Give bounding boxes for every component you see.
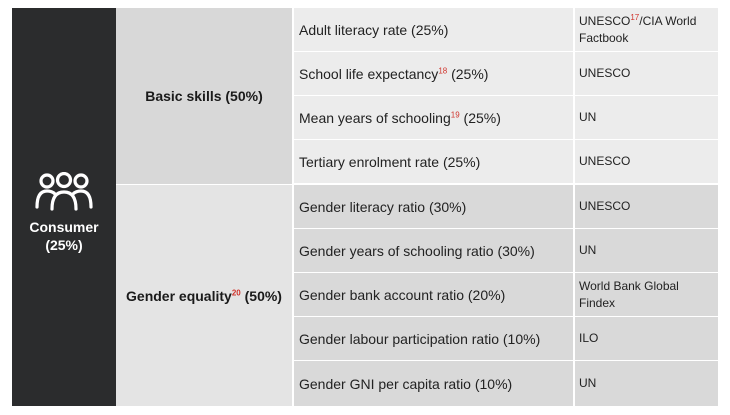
source-cell: UN xyxy=(575,96,718,139)
indicator-cell: School life expectancy18 (25%) xyxy=(294,52,573,95)
table-row: Gender labour participation ratio (10%) … xyxy=(294,317,718,360)
indicator-cell: Mean years of schooling19 (25%) xyxy=(294,96,573,139)
consumer-label: Consumer (25%) xyxy=(29,218,98,254)
indicator-table: Consumer (25%) Basic skills (50%) Gender… xyxy=(12,8,718,406)
table-row: Tertiary enrolment rate (25%) UNESCO xyxy=(294,140,718,183)
consumer-pillar-cell: Consumer (25%) xyxy=(12,8,116,406)
group-basic-skills: Basic skills (50%) xyxy=(116,8,292,184)
footnote-ref: 20 xyxy=(231,287,241,297)
source-cell: World Bank Global Findex xyxy=(575,273,718,316)
source-cell: UNESCO xyxy=(575,140,718,183)
indicator-cell: Tertiary enrolment rate (25%) xyxy=(294,140,573,183)
source-cell: UNESCO17/CIA World Factbook xyxy=(575,8,718,51)
table-row: School life expectancy18 (25%) UNESCO xyxy=(294,52,718,95)
indicator-cell: Gender labour participation ratio (10%) xyxy=(294,317,573,360)
indicator-cell: Gender bank account ratio (20%) xyxy=(294,273,573,316)
group-gender-equality: Gender equality20 (50%) xyxy=(116,185,292,406)
table-row: Gender literacy ratio (30%) UNESCO xyxy=(294,185,718,228)
table-row: Gender bank account ratio (20%) World Ba… xyxy=(294,273,718,316)
source-cell: UN xyxy=(575,361,718,406)
table-row: Gender GNI per capita ratio (10%) UN xyxy=(294,361,718,406)
source-cell: UNESCO xyxy=(575,185,718,228)
footnote-ref: 17 xyxy=(630,12,640,22)
indicator-cell: Gender GNI per capita ratio (10%) xyxy=(294,361,573,406)
people-group-icon xyxy=(35,172,93,211)
group-basic-skills-label: Basic skills (50%) xyxy=(145,88,263,104)
source-cell: ILO xyxy=(575,317,718,360)
source-cell: UNESCO xyxy=(575,52,718,95)
table-row: Mean years of schooling19 (25%) UN xyxy=(294,96,718,139)
table-row: Adult literacy rate (25%) UNESCO17/CIA W… xyxy=(294,8,718,51)
indicator-cell: Adult literacy rate (25%) xyxy=(294,8,573,51)
consumer-label-line1: Consumer xyxy=(29,219,99,235)
indicator-cell: Gender literacy ratio (30%) xyxy=(294,185,573,228)
group-gender-equality-label: Gender equality20 (50%) xyxy=(126,287,282,304)
indicator-cell: Gender years of schooling ratio (30%) xyxy=(294,229,573,272)
footnote-ref: 18 xyxy=(438,65,448,75)
table-row: Gender years of schooling ratio (30%) UN xyxy=(294,229,718,272)
consumer-label-line2: (25%) xyxy=(45,237,83,253)
source-cell: UN xyxy=(575,229,718,272)
footnote-ref: 19 xyxy=(450,109,460,119)
